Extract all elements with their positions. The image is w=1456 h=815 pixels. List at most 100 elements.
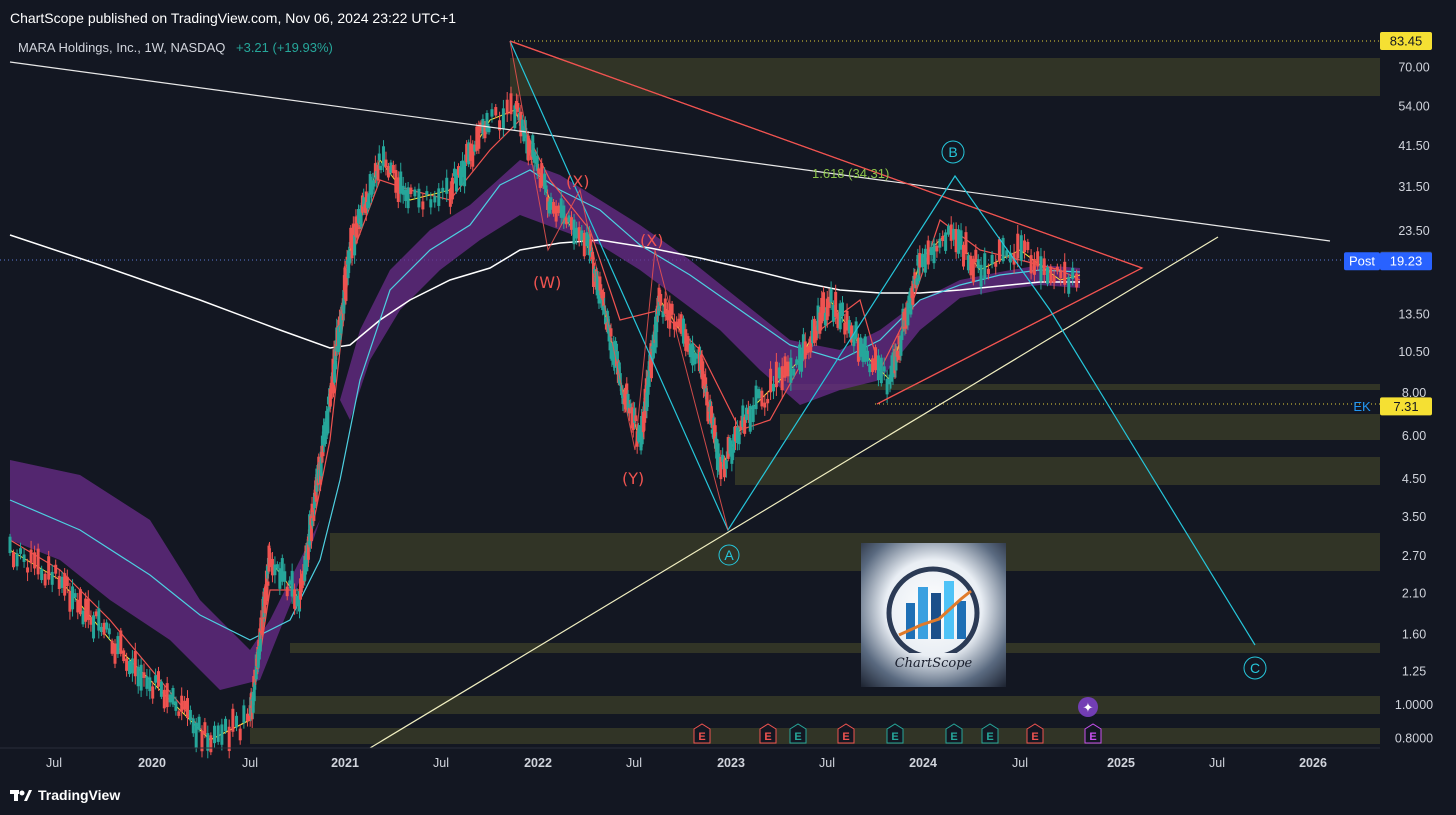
candle-body (629, 403, 633, 409)
earnings-marker[interactable] (759, 723, 777, 744)
candle-body (811, 319, 815, 344)
candle-body (242, 705, 246, 723)
earnings-marker[interactable] (1084, 723, 1102, 744)
red-triangle-top (509, 40, 1143, 269)
candle-body (952, 228, 956, 240)
candle-body (734, 426, 738, 442)
candle-body (1001, 237, 1005, 262)
candle-body (306, 536, 310, 560)
candle-body (812, 318, 816, 343)
tradingview-footer[interactable]: TradingView (10, 787, 120, 803)
candle-body (834, 291, 838, 317)
candle-body (8, 536, 12, 554)
candle-body (823, 312, 827, 326)
candle-body (220, 724, 224, 745)
candle-body (614, 340, 618, 362)
candle-body (607, 324, 611, 342)
candles (8, 86, 1079, 759)
price-tick: 2.70 (1402, 549, 1426, 563)
candle-body (177, 711, 181, 716)
candle-body (702, 374, 706, 379)
candle-body (43, 573, 47, 586)
candle-body (580, 230, 584, 241)
candle-body (290, 570, 294, 597)
candle-body (827, 296, 831, 308)
price-axis[interactable]: 70.00 54.00 41.50 31.50 23.50 13.50 10.50 8.00 6… (1395, 60, 1433, 745)
candle-body (900, 333, 904, 341)
candle-body (705, 391, 709, 406)
candle-body (771, 383, 775, 392)
candle-body (751, 405, 755, 423)
candle-body (549, 197, 553, 210)
candle-body (421, 201, 425, 210)
candle-body (564, 217, 568, 225)
candle-body (891, 352, 895, 378)
candle-body (19, 548, 23, 554)
price-tag-value: 83.45 (1390, 34, 1423, 49)
candle-body (798, 344, 802, 370)
candle-body (896, 354, 900, 360)
sma-white-line (9, 234, 1080, 349)
candle-body (209, 735, 213, 753)
candle-body (156, 671, 160, 687)
earnings-marker[interactable] (1026, 723, 1044, 744)
earnings-marker[interactable] (693, 723, 711, 744)
candle-body (216, 725, 220, 742)
candle-body (666, 310, 670, 321)
candle-body (139, 664, 143, 691)
candle-body (477, 125, 481, 149)
candle-body (142, 672, 146, 678)
spark-icon[interactable] (1078, 697, 1098, 717)
candle-body (1023, 240, 1027, 253)
earnings-marker[interactable] (837, 723, 855, 744)
price-tick: 0.8000 (1395, 731, 1433, 745)
candle-body (321, 445, 325, 457)
wave-y: (Y) (622, 469, 644, 488)
candle-body (1071, 267, 1075, 279)
candle-body (954, 229, 958, 253)
candle-body (213, 725, 217, 744)
candle-body (902, 311, 906, 329)
earnings-marker[interactable] (981, 723, 999, 744)
candle-body (913, 272, 917, 280)
candle-body (359, 205, 363, 227)
candle-body (879, 357, 883, 384)
time-axis[interactable]: Jul 2020 Jul 2021 Jul 2022 Jul 2023 Jul 2024 Jul 20… (46, 756, 1327, 770)
candle-body (780, 366, 784, 391)
candle-body (283, 571, 287, 582)
candle-body (99, 626, 103, 633)
candle-body (280, 558, 284, 582)
candle-body (197, 716, 201, 730)
candle-body (353, 235, 357, 256)
candle-body (107, 628, 111, 635)
candle-body (188, 709, 192, 721)
time-tick: 2020 (138, 756, 166, 770)
earnings-marker[interactable] (886, 723, 904, 744)
candle-body (81, 610, 85, 625)
candle-body (912, 275, 916, 284)
candle-body (859, 337, 863, 357)
candle-body (332, 373, 336, 394)
earnings-marker[interactable] (945, 723, 963, 744)
candle-body (822, 292, 826, 316)
candle-body (57, 575, 61, 590)
candle-body (816, 305, 820, 331)
candle-body (805, 348, 809, 353)
candle-body (807, 345, 811, 353)
candle-body (746, 409, 750, 415)
candle-body (369, 184, 373, 195)
candle-body (485, 112, 489, 132)
candle-body (65, 576, 69, 586)
price-tick: 31.50 (1398, 180, 1429, 194)
candle-body (763, 402, 767, 408)
trend-lines (9, 40, 1331, 749)
candle-body (253, 682, 257, 690)
candle-body (647, 361, 651, 387)
candle-body (73, 593, 77, 598)
earnings-marker[interactable] (789, 723, 807, 744)
candle-body (1049, 266, 1053, 283)
candle-body (326, 408, 330, 434)
candle-body (454, 171, 458, 192)
